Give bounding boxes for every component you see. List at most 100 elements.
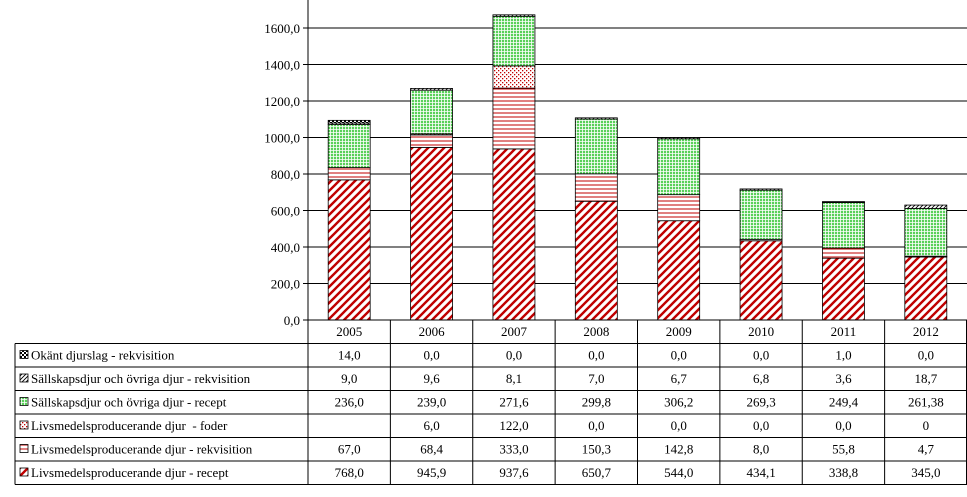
data-label: 0,0 [753,348,769,363]
y-tick-label: 1200,0 [264,94,300,109]
data-label: 945,9 [417,465,446,480]
data-label: 142,8 [664,442,693,457]
data-label: 0 [923,418,930,433]
bar-segment [822,202,865,249]
y-tick-label: 600,0 [271,204,300,219]
data-label: 434,1 [746,465,775,480]
bar-segment [327,124,371,169]
plot-area: 0,0 200,0 400,0 600,0 800,0 1000,0 1200,0 1400,… [264,0,967,328]
y-tick-label: 400,0 [271,240,300,255]
y-tick-label: 200,0 [271,277,300,292]
bar-segment [657,137,701,140]
data-label: 261,38 [908,395,944,410]
data-label: 6,0 [423,418,439,433]
category-label: 2008 [583,324,609,339]
bar-segment [822,247,865,259]
data-label: 0,0 [671,418,687,433]
data-label: 650,7 [582,465,612,480]
category-label: 2011 [831,324,857,339]
legend-key [19,420,29,430]
data-label: 150,3 [582,442,611,457]
bar-segment [410,88,453,91]
legend-key [19,444,29,453]
category-label: 2005 [336,324,362,339]
bar-segment [492,87,536,150]
data-label: 299,8 [582,395,611,410]
legend-key [19,397,29,406]
category-label: 2010 [748,324,774,339]
data-label: 0,0 [423,348,439,363]
data-label: 0,0 [918,348,934,363]
data-label: 249,4 [829,395,859,410]
bar-segment [492,14,536,17]
y-tick-label: 1600,0 [264,21,300,36]
bar-segment [492,65,536,89]
data-label: 55,8 [832,442,855,457]
data-label: 14,0 [338,348,361,363]
data-label: 9,6 [423,371,440,386]
series-name: Livsmedelsproducerande djur - rekvisitio… [31,442,253,457]
bar-segment [574,200,618,321]
data-label: 0,0 [753,418,769,433]
data-label: 3,6 [835,371,852,386]
y-tick-label: 1000,0 [264,131,300,146]
bar-segment [657,138,701,196]
series-name: Sällskapsdjur och övriga djur - rekvisit… [31,371,251,386]
bar-segment [657,194,701,222]
data-label: 306,2 [664,395,693,410]
data-label: 0,0 [671,348,687,363]
data-label: 68,4 [420,442,443,457]
bar-segment [574,173,618,202]
data-label: 271,6 [499,395,529,410]
category-label: 2012 [913,324,939,339]
series-name: Okänt djurslag - rekvisition [31,348,175,363]
data-label: 0,0 [588,418,604,433]
data-label: 9,0 [341,371,357,386]
bar-segment [904,208,948,257]
data-label: 1,0 [835,348,851,363]
bar-segment [739,240,783,321]
data-label: 333,0 [499,442,528,457]
legend-key [19,373,29,383]
bar-segment [410,134,453,148]
bar-segment [327,179,371,321]
data-table: 2005 2006 2007 2008 2009 2010 2011 2012 Okänt dj… [14,319,967,485]
data-label: 0,0 [588,348,604,363]
legend-key [19,467,29,477]
data-label: 768,0 [335,465,364,480]
series-name: Sällskapsdjur och övriga djur - recept [31,395,227,410]
data-label: 937,6 [499,465,529,480]
data-label: 544,0 [664,465,693,480]
bar-segment [822,201,865,203]
data-label: 8,0 [753,442,769,457]
bar-segment [822,257,865,321]
data-label: 338,8 [829,465,858,480]
bar-segment [410,146,453,321]
bar-segment [904,204,948,209]
y-tick-label: 800,0 [271,167,300,182]
series-name: Livsmedelsproducerande djur - recept [31,465,229,480]
bar-segment [739,188,783,191]
bar-segment [739,189,783,240]
data-label: 236,0 [335,395,364,410]
data-label: 345,0 [911,465,940,480]
bar-segment [327,119,371,124]
data-label: 0,0 [506,348,522,363]
y-tick-label: 0,0 [284,313,300,328]
bar-segment [327,167,371,181]
category-label: 2006 [419,324,446,339]
y-tick-label: 1400,0 [264,58,300,73]
data-label: 7,0 [588,371,604,386]
category-label: 2007 [501,324,528,339]
data-label: 6,7 [671,371,688,386]
data-label: 8,1 [506,371,522,386]
data-label: 67,0 [338,442,361,457]
legend-key [19,350,29,359]
bar-segment [492,148,536,321]
bar-segment [410,89,453,135]
category-label: 2009 [666,324,692,339]
series-name: Livsmedelsproducerande djur - foder [31,418,228,433]
bar-segment [574,118,618,175]
data-label: 4,7 [918,442,935,457]
